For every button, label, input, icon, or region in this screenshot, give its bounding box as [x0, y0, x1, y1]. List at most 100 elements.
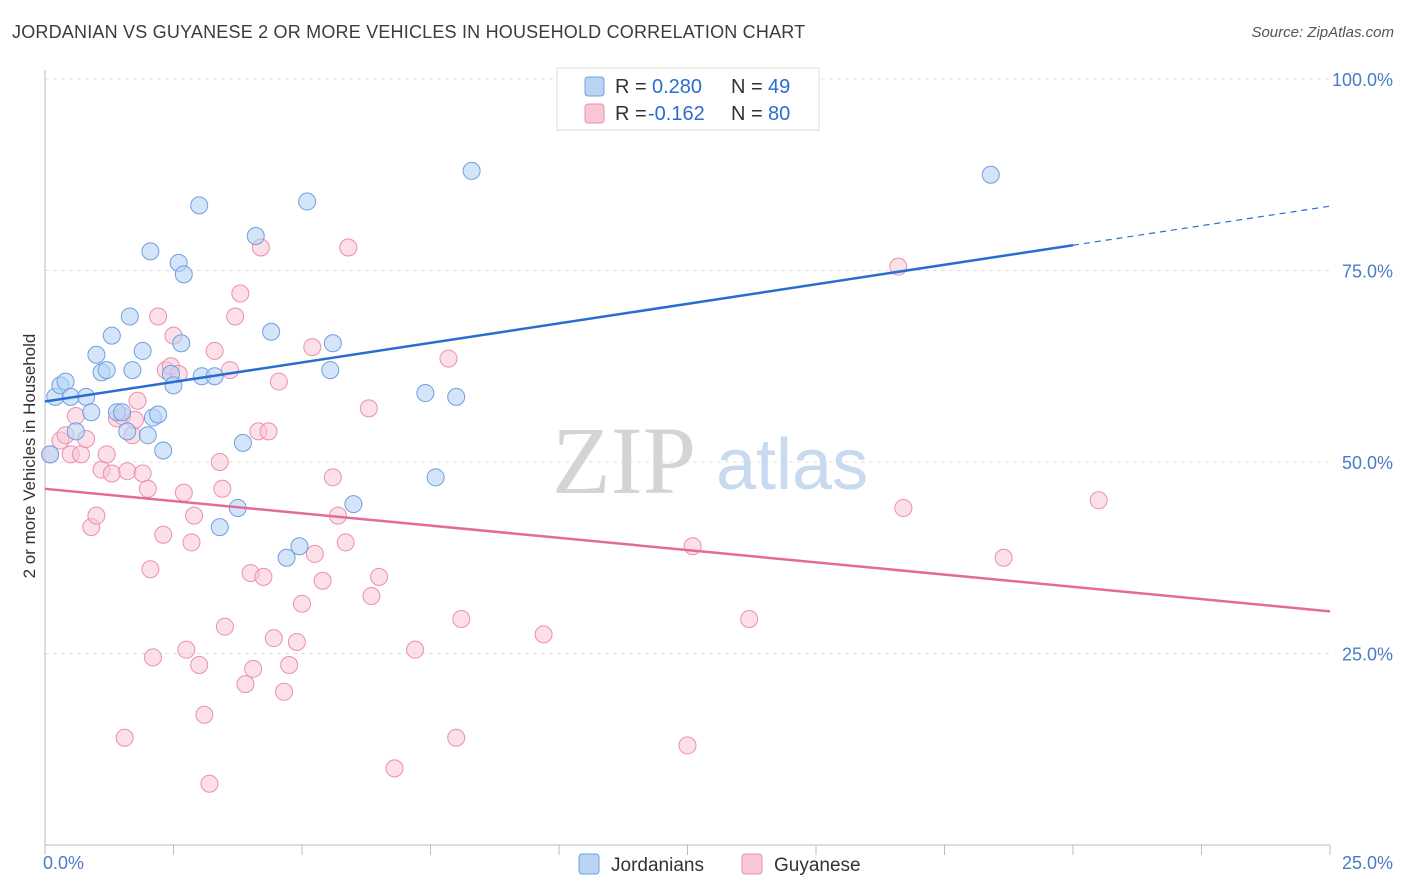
- jordanian-point: [462, 161, 481, 180]
- jordanian-point: [82, 403, 101, 422]
- jordanian-point: [164, 376, 183, 395]
- jordanian-point: [426, 468, 445, 487]
- guyanese-point: [275, 682, 294, 701]
- x-tick-label-min: 0.0%: [43, 853, 84, 873]
- x-tick-label-max: 25.0%: [1342, 853, 1393, 873]
- guyanese-point: [66, 407, 85, 426]
- jordanian-points: [41, 161, 1000, 567]
- legend-r-value: -0.162: [648, 103, 705, 125]
- guyanese-point: [269, 372, 288, 391]
- guyanese-point: [280, 655, 299, 674]
- jordanian-point: [56, 372, 75, 391]
- y-tick-label: 75.0%: [1342, 262, 1393, 282]
- jordanian-point: [123, 361, 142, 380]
- jordanian-point: [87, 345, 106, 364]
- guyanese-point: [1089, 491, 1108, 510]
- y-axis-label: 2 or more Vehicles in Household: [20, 334, 39, 579]
- guyanese-point: [678, 736, 697, 755]
- legend-r-label: R =: [615, 76, 647, 98]
- guyanese-point: [894, 498, 913, 517]
- guyanese-points: [41, 238, 1108, 793]
- jordanian-point: [447, 387, 466, 406]
- guyanese-point: [254, 567, 273, 586]
- guyanese-point: [87, 506, 106, 525]
- jordanian-point: [323, 334, 342, 353]
- guyanese-point: [174, 483, 193, 502]
- guyanese-point: [406, 640, 425, 659]
- jordanian-point: [344, 495, 363, 514]
- legend-n-value: 49: [768, 76, 790, 98]
- watermark-zip: ZIP: [552, 407, 696, 514]
- guyanese-point: [293, 594, 311, 613]
- jordanian-point: [277, 548, 296, 567]
- guyanese-point: [205, 341, 224, 360]
- guyanese-point: [303, 338, 322, 357]
- guyanese-point: [149, 307, 168, 326]
- jordanian-point: [172, 334, 191, 353]
- legend-r-value: 0.280: [652, 76, 702, 98]
- guyanese-point: [115, 728, 134, 747]
- guyanese-point: [534, 625, 553, 644]
- guyanese-point: [362, 587, 381, 606]
- guyanese-point: [200, 774, 219, 793]
- bottom-legend: Jordanians Guyanese: [578, 853, 861, 876]
- guyanese-trend-line: [44, 487, 1331, 613]
- guyanese-point: [336, 533, 355, 552]
- guyanese-point: [177, 640, 196, 659]
- y-tick-labels: 25.0% 50.0% 75.0% 100.0%: [1332, 70, 1393, 665]
- guyanese-point: [313, 571, 332, 590]
- jordanian-trend-extension: [1072, 205, 1331, 246]
- guyanese-point: [994, 548, 1013, 567]
- guyanese-point: [447, 728, 466, 747]
- guyanese-point: [154, 525, 173, 544]
- bottom-legend-swatch-guyanese: [741, 853, 763, 875]
- guyanese-point: [102, 464, 121, 483]
- guyanese-point: [182, 533, 201, 552]
- guyanese-point: [118, 462, 137, 481]
- jordanian-point: [66, 422, 85, 441]
- guyanese-point: [287, 633, 306, 652]
- jordanian-point: [118, 422, 137, 441]
- jordanian-point: [416, 384, 435, 403]
- y-tick-label: 100.0%: [1332, 70, 1393, 90]
- watermark-atlas: atlas: [716, 425, 868, 505]
- guyanese-point: [264, 629, 283, 648]
- legend-n-label: N =: [731, 103, 763, 125]
- guyanese-point: [71, 445, 90, 464]
- jordanian-point: [102, 326, 121, 345]
- guyanese-point: [141, 560, 160, 579]
- jordanian-point: [133, 341, 152, 360]
- guyanese-point: [221, 361, 240, 380]
- source-label: Source: ZipAtlas.com: [1251, 24, 1394, 41]
- guyanese-point: [226, 307, 245, 326]
- jordanian-point: [113, 403, 132, 422]
- jordanian-point: [97, 361, 116, 380]
- bottom-legend-guyanese: Guyanese: [774, 855, 861, 876]
- legend-box: R = 0.280 N = 49 R = -0.162 N = 80: [556, 67, 820, 131]
- chart-title: JORDANIAN VS GUYANESE 2 OR MORE VEHICLES…: [12, 22, 806, 42]
- guyanese-point: [97, 445, 116, 464]
- jordanian-point: [190, 196, 209, 215]
- jordanian-point: [120, 307, 139, 326]
- guyanese-point: [195, 705, 214, 724]
- guyanese-point: [370, 567, 389, 586]
- jordanian-point: [149, 405, 168, 424]
- guyanese-point: [740, 610, 759, 629]
- guyanese-point: [439, 349, 458, 368]
- jordanian-point: [321, 361, 340, 380]
- guyanese-point: [185, 506, 204, 525]
- bottom-legend-swatch-jordanians: [578, 853, 600, 875]
- guyanese-point: [210, 453, 229, 471]
- legend-r-label: R =: [615, 103, 647, 125]
- guyanese-point: [359, 399, 378, 418]
- guyanese-point: [259, 422, 278, 441]
- jordanian-point: [174, 265, 193, 284]
- guyanese-point: [452, 610, 471, 629]
- guyanese-point: [133, 464, 152, 483]
- guyanese-point: [213, 479, 232, 498]
- jordanian-point: [262, 322, 281, 341]
- guyanese-point: [339, 238, 358, 257]
- jordanian-point: [138, 426, 157, 445]
- guyanese-point: [190, 655, 209, 674]
- jordanian-point: [246, 227, 265, 246]
